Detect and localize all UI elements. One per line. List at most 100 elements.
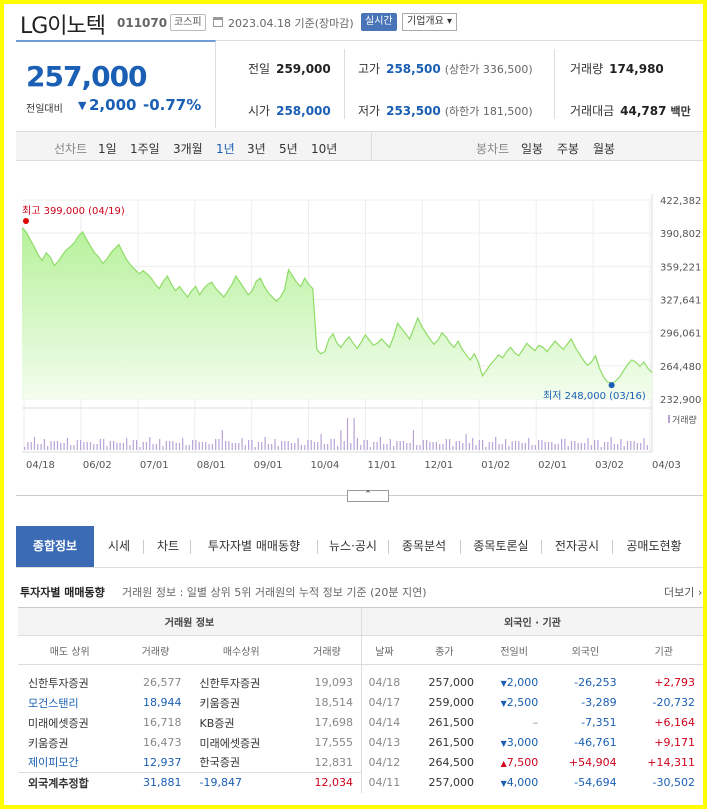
volume-bar <box>495 437 497 450</box>
tab-chart[interactable]: 차트 <box>156 539 180 553</box>
volume-bar <box>396 441 398 450</box>
tab-analysis[interactable]: 종목분석 <box>401 539 447 553</box>
volume-bar <box>231 443 233 450</box>
volume-bar <box>327 444 329 450</box>
candle-chart-label: 봉차트 <box>476 142 510 156</box>
y-tick-label: 232,900 <box>660 395 701 406</box>
volume-bar <box>317 442 319 450</box>
tab-investor-trading[interactable]: 투자자별 매매동향 <box>207 539 301 553</box>
tab-disclosure[interactable]: 전자공시 <box>554 539 600 553</box>
volume-bar <box>116 443 118 450</box>
period-10y[interactable]: 10년 <box>311 142 338 156</box>
calendar-icon <box>213 17 223 27</box>
volume-bar <box>300 445 302 450</box>
volume-bar <box>584 443 586 450</box>
period-1w[interactable]: 1주일 <box>130 142 160 156</box>
volume-bar <box>488 442 490 450</box>
period-5y[interactable]: 5년 <box>279 142 298 156</box>
volume-bar <box>205 442 207 450</box>
volume-bar <box>442 444 444 450</box>
volume-bar <box>73 445 75 450</box>
tab-overview[interactable]: 종합정보 <box>16 526 94 567</box>
volume-bar <box>313 442 316 450</box>
collapse-chart-button[interactable]: ⌃ <box>347 490 389 502</box>
volume-bar <box>617 444 619 450</box>
more-link[interactable]: 더보기 › <box>664 586 703 599</box>
volume-bar <box>636 443 638 450</box>
volume-bar <box>505 439 507 450</box>
volume-bar <box>323 444 325 450</box>
volume-bar <box>274 439 276 450</box>
volume-bar <box>514 441 517 450</box>
volume-bar <box>389 439 391 450</box>
volume-bar <box>30 442 32 450</box>
candle-daily[interactable]: 일봉 <box>521 142 544 156</box>
period-1y[interactable]: 1년 <box>216 142 235 156</box>
candle-weekly[interactable]: 주봉 <box>557 142 580 156</box>
volume-bar <box>261 442 263 450</box>
realtime-button[interactable]: 실시간 <box>361 13 397 31</box>
y-tick-label: 422,382 <box>660 196 701 207</box>
period-3m[interactable]: 3개월 <box>173 142 203 156</box>
volume-bar <box>40 444 42 450</box>
volume-bar <box>482 440 484 450</box>
volume-bar <box>600 447 602 450</box>
min-price-marker <box>608 382 615 389</box>
tab-short-selling[interactable]: 공매도현황 <box>626 539 682 553</box>
table-row: 신한투자증권 26,577 신한투자증권 19,093 <box>28 676 353 690</box>
table-row: 제이피모간 12,937 한국증권 12,831 <box>28 755 353 770</box>
y-tick-label: 327,641 <box>660 296 701 307</box>
price-summary: 257,000 전일대비 ▼ 2,000 -0.77% <box>16 40 216 128</box>
candle-monthly[interactable]: 월봉 <box>593 142 616 156</box>
company-overview-dropdown[interactable]: 기업개요 ▾ <box>402 13 457 31</box>
volume-bar <box>610 437 612 450</box>
tab-quotes[interactable]: 시세 <box>107 539 131 553</box>
volume-bar <box>577 443 579 450</box>
volume-bar <box>113 441 115 450</box>
volume-bar <box>594 440 596 450</box>
volume-bar <box>33 437 36 450</box>
stock-name[interactable]: LG이노텍 <box>20 14 106 39</box>
tab-news[interactable]: 뉴스·공시 <box>329 539 377 553</box>
price-chart[interactable]: 422,382 390,802 359,221 327,641 296,061 264,4… <box>16 162 703 492</box>
volume-bar <box>234 443 237 450</box>
y-tick-label: 359,221 <box>660 262 701 273</box>
volume-bar <box>439 444 441 450</box>
volume-bar <box>287 441 289 450</box>
volume-bar <box>640 443 642 450</box>
stock-header: LG이노텍 011070 코스피 2023.04.18 기준(장마감) 실시간 … <box>4 4 703 40</box>
price-change-percent: -0.77% <box>143 96 202 114</box>
volume-bar <box>106 446 108 450</box>
volume-bar <box>607 442 609 450</box>
volume-bar <box>159 439 161 450</box>
stat-volume: 거래량 174,980 <box>570 62 664 76</box>
tab-discussion[interactable]: 종목토론실 <box>473 539 529 553</box>
volume-bar <box>416 445 418 450</box>
x-tick-label: 04/18 <box>26 460 55 471</box>
volume-bar <box>491 442 494 450</box>
volume-bar <box>360 445 362 450</box>
volume-bar <box>221 430 223 450</box>
volume-bar <box>297 438 299 450</box>
volume-bar <box>307 440 309 450</box>
volume-bar <box>80 440 82 450</box>
volume-bar <box>485 447 487 450</box>
period-3y[interactable]: 3년 <box>247 142 266 156</box>
volume-bar <box>528 438 530 450</box>
volume-bar <box>564 439 566 450</box>
period-1d[interactable]: 1일 <box>98 142 117 156</box>
max-price-label: 최고 399,000 (04/19) <box>22 205 125 217</box>
stock-page: LG이노텍 011070 코스피 2023.04.18 기준(장마감) 실시간 … <box>4 4 703 805</box>
section-title: 투자자별 매매동향 <box>20 586 105 599</box>
volume-bar <box>211 444 213 450</box>
volume-bar <box>251 440 253 450</box>
volume-bar <box>155 444 157 450</box>
volume-bar <box>162 446 164 450</box>
foreign-group-header: 외국인 · 기관 <box>361 607 703 636</box>
volume-bar <box>172 441 174 450</box>
volume-bar <box>119 443 121 450</box>
y-tick-label: 296,061 <box>660 329 701 340</box>
col-change: 전일비 <box>482 635 547 665</box>
volume-bar <box>215 439 217 450</box>
volume-bar <box>379 437 381 450</box>
